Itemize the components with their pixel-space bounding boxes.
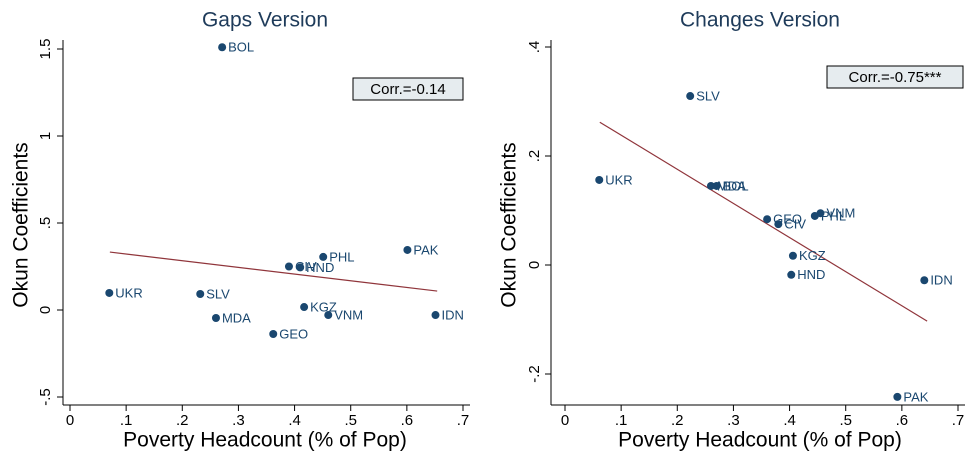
point xyxy=(284,262,293,271)
x-tick-label: .3 xyxy=(727,412,740,429)
point xyxy=(706,181,715,190)
y-axis-title: Okun Coefficients xyxy=(498,142,521,307)
y-tick-label: 1.5 xyxy=(37,39,54,60)
point-label: MDA xyxy=(222,310,251,325)
x-tick-label: .5 xyxy=(839,412,852,429)
x-tick-label: 0 xyxy=(66,412,74,429)
x-tick-label: .3 xyxy=(232,412,245,429)
x-tick-label: .7 xyxy=(952,412,965,429)
x-tick-label: .6 xyxy=(896,412,909,429)
point xyxy=(319,252,328,261)
point-label: HND xyxy=(306,260,334,275)
point xyxy=(196,289,205,298)
point xyxy=(300,303,309,312)
point-label: PHL xyxy=(821,208,846,223)
y-axis-title: Okun Coefficients xyxy=(10,142,33,307)
fit-line xyxy=(109,251,438,292)
x-tick-label: .5 xyxy=(344,412,357,429)
point xyxy=(595,175,604,184)
x-tick-label: .7 xyxy=(457,412,470,429)
y-tick-label: .5 xyxy=(37,217,54,230)
point xyxy=(712,181,721,190)
chart-title: Gaps Version xyxy=(202,9,328,32)
annotation-box xyxy=(352,77,464,101)
x-tick-label: .4 xyxy=(288,412,301,429)
point xyxy=(763,215,772,224)
point xyxy=(218,43,227,52)
point xyxy=(787,270,796,279)
point-label: SLV xyxy=(206,286,230,301)
y-tick-label: -.5 xyxy=(37,388,54,406)
y-tick-label: 1 xyxy=(37,132,54,140)
point xyxy=(269,330,278,339)
y-tick-label: 0 xyxy=(526,261,543,269)
point-label: PAK xyxy=(413,242,438,257)
annotation-box xyxy=(826,65,964,89)
chart: Changes Version0.1.2.3.4.5.6.7-.20.2.4Po… xyxy=(498,9,965,452)
point-label: BOL xyxy=(228,40,254,55)
point xyxy=(403,245,412,254)
point-label: GEO xyxy=(279,326,308,341)
point-label: VNM xyxy=(826,206,855,221)
x-tick-label: .2 xyxy=(176,412,189,429)
x-tick-label: .4 xyxy=(783,412,796,429)
annotation: Corr.=-0.14 xyxy=(370,81,445,98)
point-label: UKR xyxy=(115,285,142,300)
point-label: IDN xyxy=(441,307,463,322)
x-axis-title: Poverty Headcount (% of Pop) xyxy=(123,429,407,452)
point xyxy=(105,288,114,297)
point xyxy=(810,211,819,220)
point xyxy=(893,392,902,401)
point-label: SLV xyxy=(696,88,720,103)
point xyxy=(788,251,797,260)
point-label: CIV xyxy=(784,217,806,232)
y-tick-label: .2 xyxy=(526,150,543,163)
point-label: VNM xyxy=(334,307,363,322)
x-tick-label: .1 xyxy=(615,412,628,429)
x-tick-label: .1 xyxy=(120,412,133,429)
point-label: HND xyxy=(797,267,825,282)
x-tick-label: .6 xyxy=(401,412,414,429)
y-tick-label: 0 xyxy=(37,306,54,314)
point-label: KGZ xyxy=(310,299,337,314)
x-axis-title: Poverty Headcount (% of Pop) xyxy=(618,429,902,452)
x-tick-label: .2 xyxy=(671,412,684,429)
chart: Gaps Version 0 .1 .2 .3 .4 .5 .6 .7 -.5 0 .5 1 1.5 Pov… xyxy=(10,9,470,452)
point xyxy=(324,311,333,320)
point xyxy=(431,311,440,320)
annotation: Corr.=-0.75*** xyxy=(849,69,942,86)
point-label: PHL xyxy=(329,249,354,264)
point xyxy=(686,92,695,101)
point-label: KGZ xyxy=(799,248,826,263)
point-label: UKR xyxy=(605,172,632,187)
point xyxy=(211,314,220,323)
point xyxy=(920,276,929,285)
point-label: IDN xyxy=(930,273,952,288)
point-label: MDA xyxy=(717,178,746,193)
chart-title: Changes Version xyxy=(680,9,840,32)
point-label: BOL xyxy=(723,178,749,193)
fit-line xyxy=(599,121,928,322)
x-tick-label: 0 xyxy=(561,412,569,429)
point-label: PAK xyxy=(903,389,928,404)
point xyxy=(296,263,305,272)
y-tick-label: .4 xyxy=(526,41,543,54)
point xyxy=(774,220,783,229)
y-tick-label: -.2 xyxy=(526,365,543,383)
